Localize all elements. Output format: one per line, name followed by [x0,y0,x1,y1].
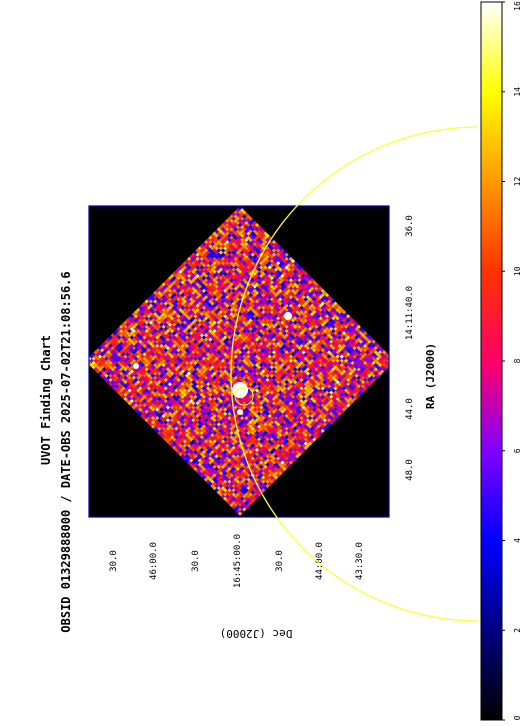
dec-tick-label: 30.0 [109,550,119,572]
colorbar-tick-label: 12 [513,177,522,187]
ra-tick-label: 44.0 [405,398,415,420]
colorbar-tick-label: 0 [513,715,522,720]
colorbar-tick-label: 16 [513,1,522,11]
dec-tick-label: 46:00.0 [149,542,159,580]
dec-tick-label: 30.0 [275,550,285,572]
ra-tick-label: 36.0 [405,215,415,237]
dec-tick-label: 30.0 [191,550,201,572]
colorbar-tick-label: 6 [513,448,522,453]
source-point [133,363,139,369]
x-axis-label: RA (J2000) [424,343,437,409]
colorbar-tick-label: 4 [513,538,522,543]
colorbar-layer: 0 2 4 6 8 10 12 14 16 [481,1,522,720]
ra-tick-label: 48.0 [405,459,415,481]
y-axis-label: Dec (J2000) [220,627,293,640]
ra-tick-label: 14:11:40.0 [405,286,415,340]
image-layer [85,127,478,621]
source-point [237,409,243,415]
colorbar-tick-label: 14 [513,87,522,97]
colorbar-tick-label: 2 [513,628,522,633]
source-point [232,382,248,398]
colorbar-tick-label: 10 [513,266,522,276]
chart-title: UVOT Finding Chart [39,335,53,465]
source-point [284,312,292,320]
dec-tick-label: 43:30.0 [355,542,365,580]
colorbar-tick-label: 8 [513,358,522,363]
colorbar [481,2,502,720]
chart-subtitle: OBSID 01329888000 / DATE-OBS 2025-07-02T… [59,271,73,632]
dec-tick-label: 16:45:00.0 [233,534,243,588]
